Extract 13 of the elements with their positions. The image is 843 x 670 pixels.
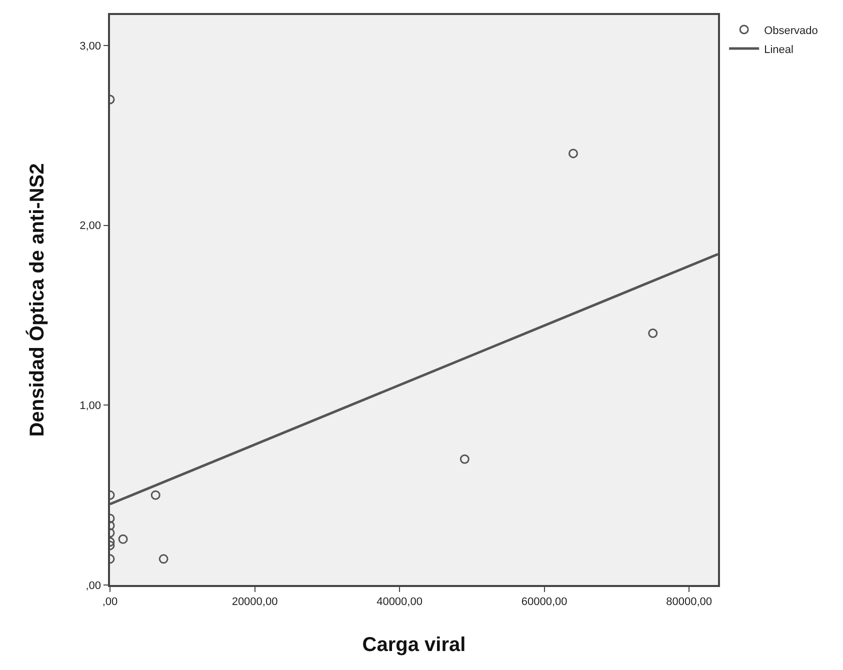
- y-tick-label: 2,00: [80, 220, 102, 232]
- legend-label: Lineal: [764, 44, 794, 56]
- x-tick-label: ,00: [102, 596, 118, 608]
- y-axis-title: Densidad Óptica de anti-NS2: [26, 163, 49, 437]
- x-tick-label: 40000,00: [376, 596, 422, 608]
- x-tick-label: 80000,00: [666, 596, 712, 608]
- x-axis-title: Carga viral: [362, 634, 466, 656]
- y-tick-label: 3,00: [80, 40, 102, 52]
- y-tick-label: 1,00: [80, 400, 102, 412]
- x-tick-label: 20000,00: [232, 596, 278, 608]
- legend-label: Observado: [764, 24, 818, 37]
- x-tick-label: 60000,00: [521, 596, 568, 608]
- y-tick-label: ,00: [86, 580, 102, 592]
